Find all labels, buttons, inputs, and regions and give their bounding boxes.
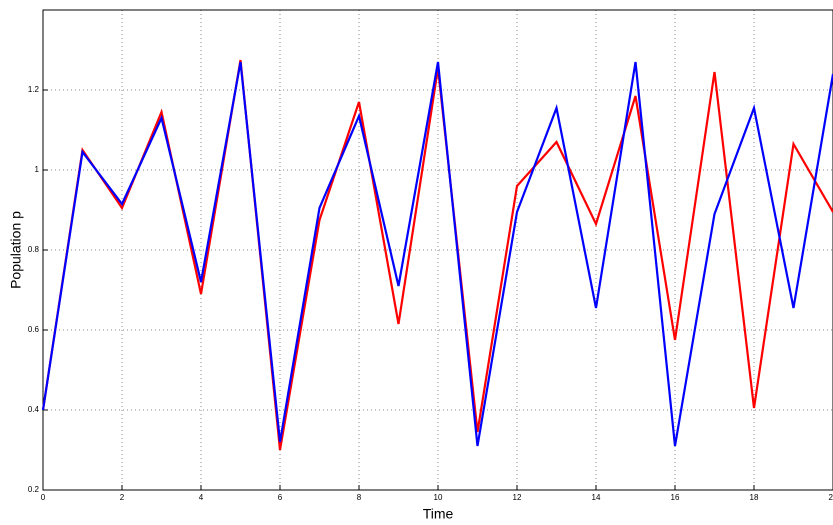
y-tick-label: 1 bbox=[35, 165, 40, 174]
x-tick-label: 10 bbox=[434, 493, 443, 502]
y-axis-label: Population p bbox=[8, 211, 24, 289]
y-tick-label: 0.8 bbox=[28, 245, 40, 254]
y-tick-label: 0.4 bbox=[28, 405, 40, 414]
x-tick-label: 8 bbox=[357, 493, 362, 502]
x-tick-label: 0 bbox=[41, 493, 46, 502]
data-line bbox=[41, 61, 833, 447]
x-axis-label: Time bbox=[423, 506, 454, 522]
y-tick-label: 0.2 bbox=[28, 485, 40, 494]
x-tick-label: 6 bbox=[278, 493, 283, 502]
y-tick-label: 1.2 bbox=[28, 85, 40, 94]
x-tick-label: 16 bbox=[671, 493, 680, 502]
plot-frame bbox=[42, 9, 833, 491]
x-tick-label: 12 bbox=[513, 493, 522, 502]
y-tick-label: 0.6 bbox=[28, 325, 40, 334]
x-tick-label: 2 bbox=[120, 493, 125, 502]
x-tick-label: 14 bbox=[592, 493, 601, 502]
x-tick-label: 18 bbox=[750, 493, 759, 502]
x-tick-label: 20 bbox=[829, 493, 833, 502]
x-tick-label: 4 bbox=[199, 493, 204, 502]
